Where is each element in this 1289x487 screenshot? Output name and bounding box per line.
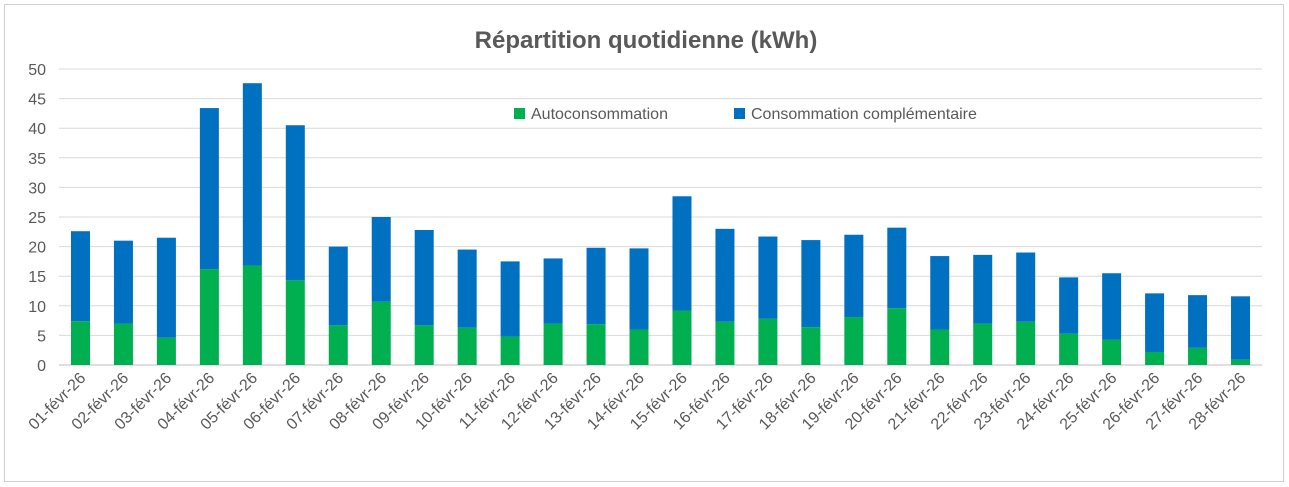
x-axis: 01-févr-2602-févr-2603-févr-2604-févr-26… [26, 370, 1250, 434]
bar-autoconsommation [586, 324, 606, 365]
bar-autoconsommation [457, 327, 477, 365]
legend-swatch-autoconsommation [514, 108, 525, 119]
bar-autoconsommation [371, 301, 391, 365]
bar-consommation-complementaire [156, 237, 176, 338]
bar-autoconsommation [672, 310, 692, 365]
bar-consommation-complementaire [1059, 277, 1079, 334]
bar-consommation-complementaire [414, 230, 434, 326]
bar-autoconsommation [242, 265, 262, 365]
bar-autoconsommation [629, 329, 649, 365]
bar-consommation-complementaire [113, 240, 133, 324]
y-tick-label: 0 [37, 358, 46, 375]
y-tick-label: 10 [28, 299, 46, 316]
bar-consommation-complementaire [328, 246, 348, 326]
y-axis: 0 5 10 15 20 25 30 35 40 45 50 [28, 62, 46, 375]
bar-consommation-complementaire [1145, 293, 1165, 352]
bar-autoconsommation [328, 325, 348, 365]
bar-consommation-complementaire [586, 247, 606, 325]
y-tick-label: 50 [28, 62, 46, 79]
bar-autoconsommation [70, 321, 90, 365]
chart-title: Répartition quotidienne (kWh) [475, 27, 818, 54]
bar-consommation-complementaire [285, 125, 305, 281]
bar-consommation-complementaire [629, 248, 649, 330]
bar-consommation-complementaire [672, 196, 692, 311]
bar-consommation-complementaire [242, 83, 262, 266]
bar-autoconsommation [113, 323, 133, 365]
bar-autoconsommation [414, 325, 434, 365]
bar-consommation-complementaire [887, 227, 907, 309]
bar-consommation-complementaire [1231, 296, 1251, 360]
y-tick-label: 5 [37, 328, 46, 345]
bar-consommation-complementaire [844, 234, 864, 318]
bar-autoconsommation [973, 323, 993, 365]
bar-consommation-complementaire [543, 258, 563, 324]
bar-autoconsommation [1231, 359, 1251, 365]
bar-consommation-complementaire [371, 217, 391, 302]
bar-autoconsommation [1102, 339, 1122, 365]
y-tick-label: 25 [28, 210, 46, 227]
bar-consommation-complementaire [801, 240, 821, 328]
bar-consommation-complementaire [930, 256, 950, 330]
y-tick-label: 45 [28, 92, 46, 109]
y-tick-label: 35 [28, 151, 46, 168]
bar-consommation-complementaire [1102, 273, 1122, 340]
bar-autoconsommation [199, 269, 219, 365]
bar-consommation-complementaire [500, 261, 520, 337]
bar-consommation-complementaire [199, 108, 219, 270]
bar-autoconsommation [1016, 321, 1036, 365]
bar-consommation-complementaire [973, 254, 993, 324]
y-tick-label: 30 [28, 180, 46, 197]
bar-autoconsommation [930, 329, 950, 365]
bar-autoconsommation [500, 336, 520, 365]
bar-consommation-complementaire [758, 236, 778, 319]
bar-autoconsommation [285, 280, 305, 365]
legend-label-consommation-complementaire: Consommation complémentaire [751, 106, 977, 123]
bar-consommation-complementaire [457, 249, 477, 328]
bar-consommation-complementaire [70, 231, 90, 322]
y-tick-label: 15 [28, 269, 46, 286]
bar-consommation-complementaire [1016, 252, 1036, 322]
bar-autoconsommation [543, 323, 563, 365]
legend-label-autoconsommation: Autoconsommation [531, 106, 668, 123]
bar-autoconsommation [715, 321, 735, 365]
bar-autoconsommation [1059, 333, 1079, 365]
legend: Autoconsommation Consommation complément… [514, 106, 977, 123]
bar-consommation-complementaire [1188, 295, 1208, 348]
bar-consommation-complementaire [715, 228, 735, 322]
legend-swatch-consommation-complementaire [734, 108, 745, 119]
y-tick-label: 20 [28, 240, 46, 257]
bar-autoconsommation [801, 327, 821, 365]
bars [70, 83, 1251, 365]
bar-autoconsommation [844, 317, 864, 365]
bar-autoconsommation [1145, 351, 1165, 365]
y-tick-label: 40 [28, 121, 46, 138]
bar-autoconsommation [758, 318, 778, 365]
bar-autoconsommation [887, 308, 907, 365]
bar-autoconsommation [156, 337, 176, 365]
bar-autoconsommation [1188, 347, 1208, 365]
